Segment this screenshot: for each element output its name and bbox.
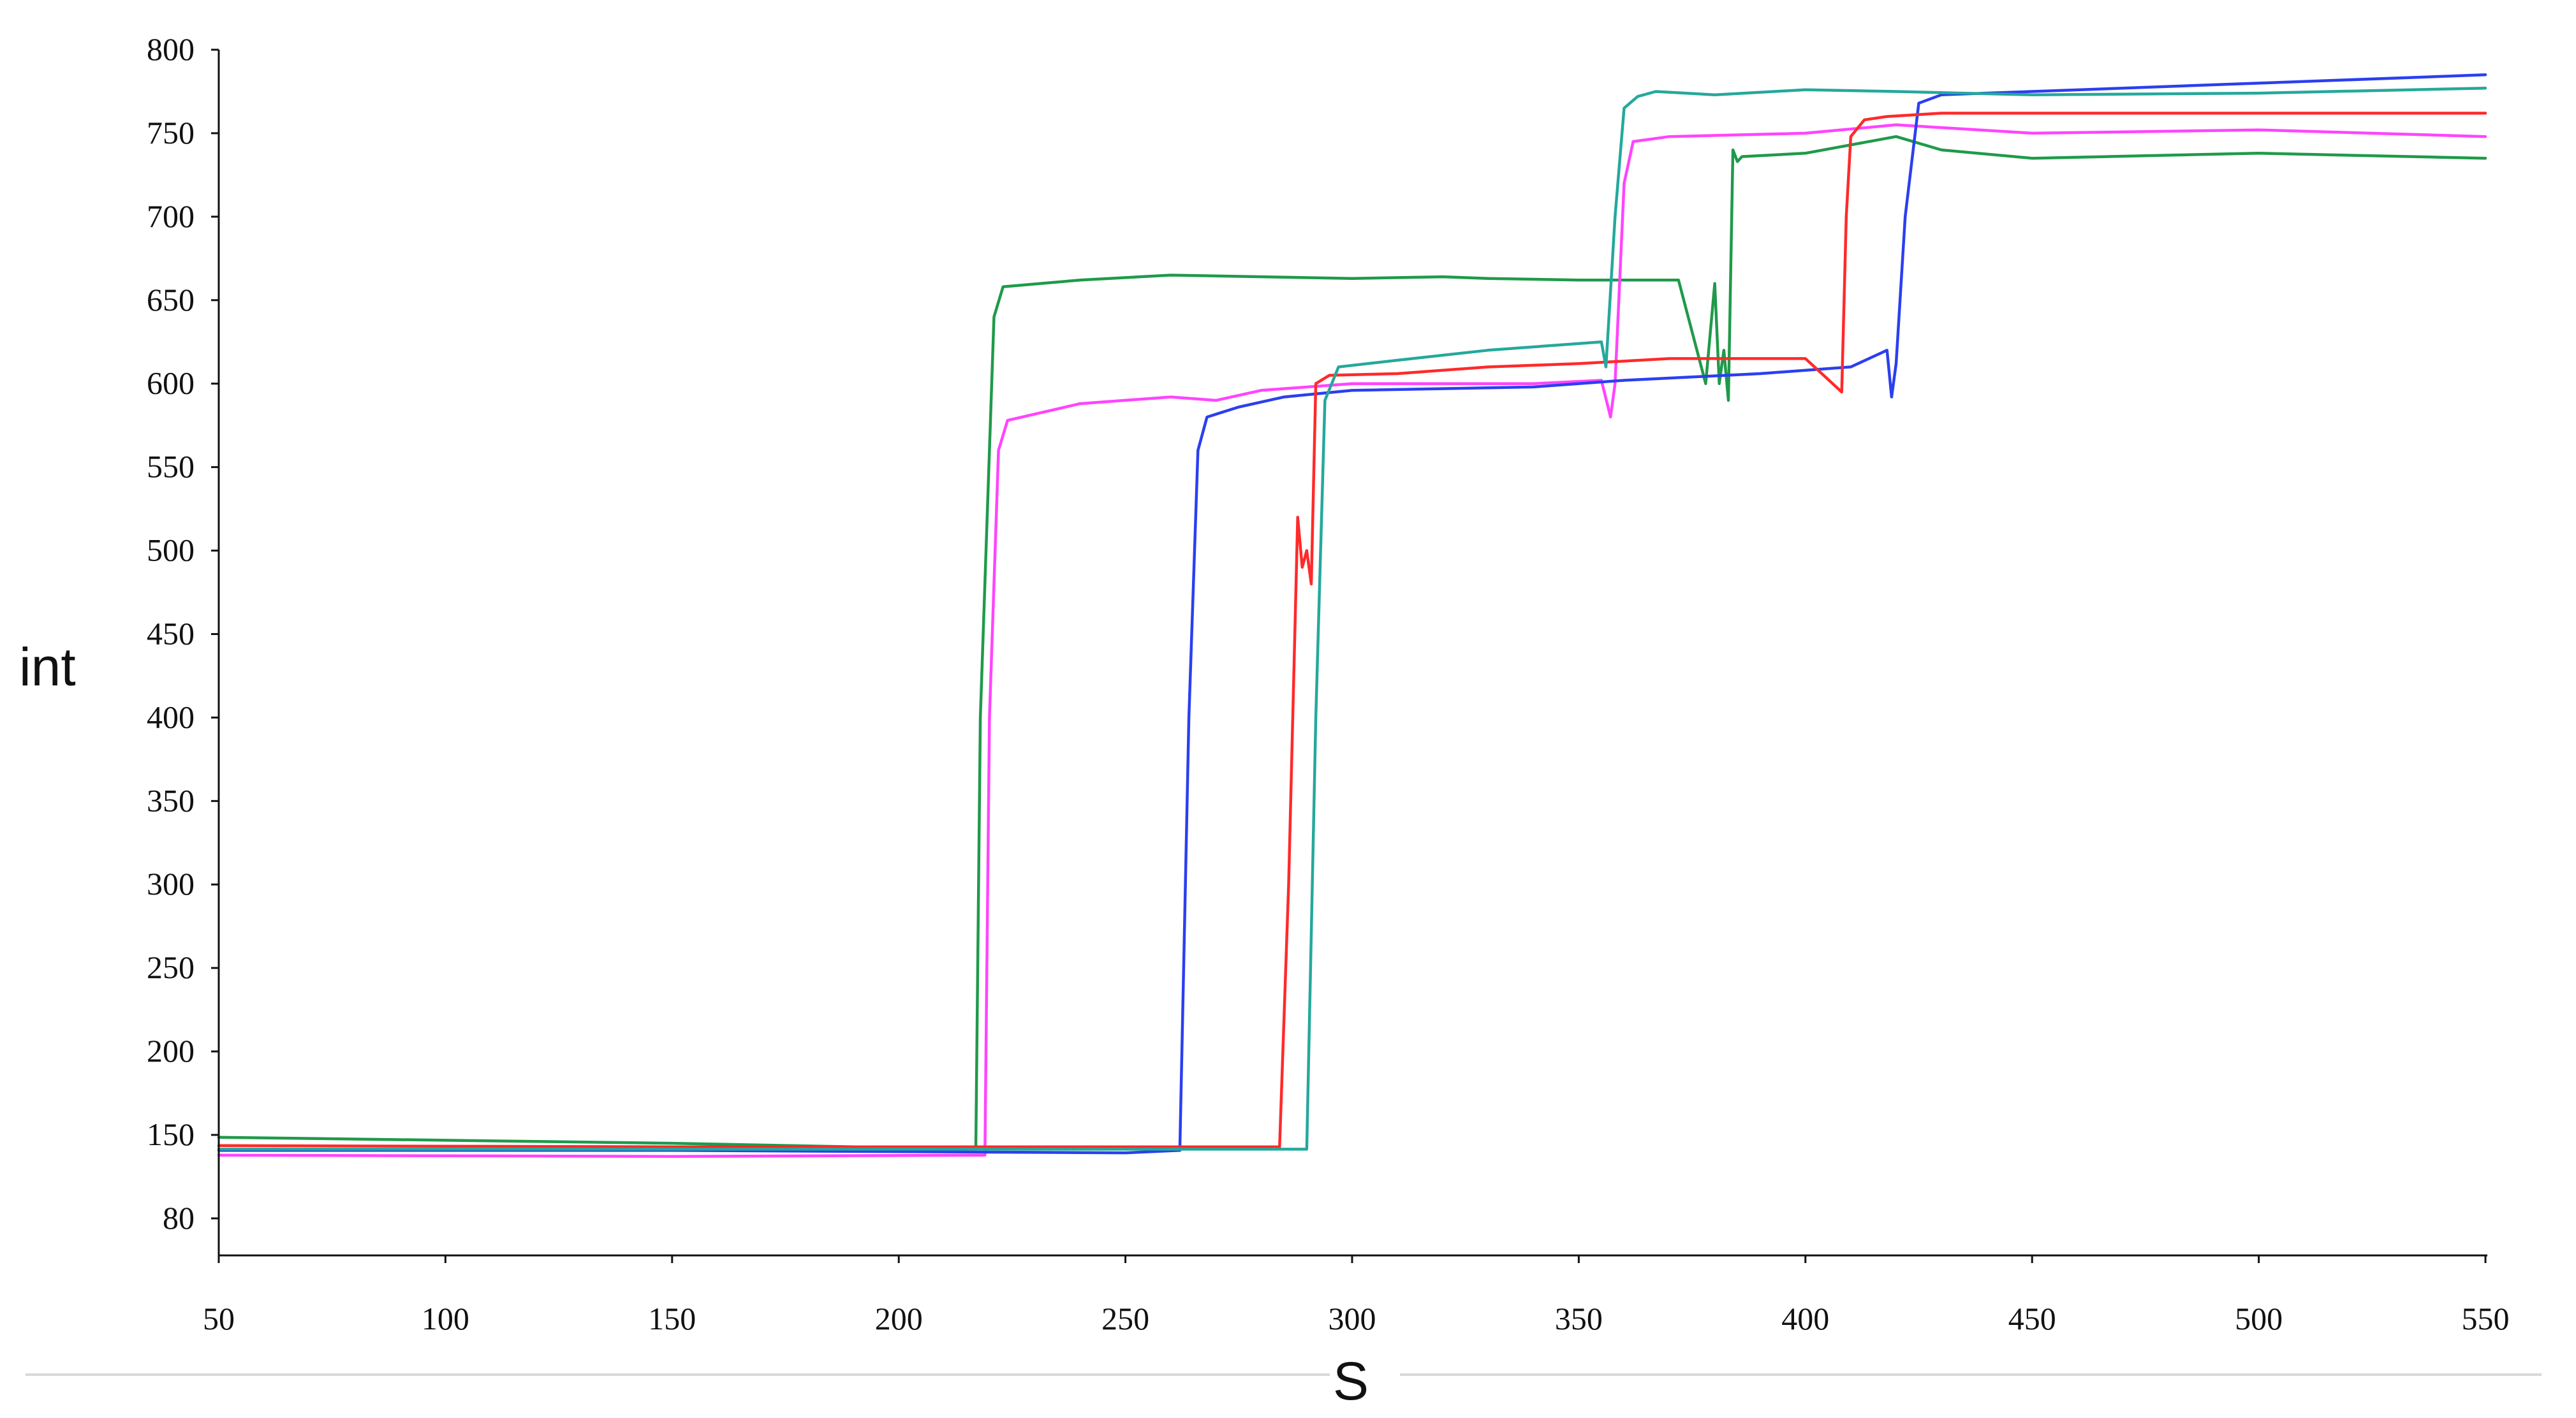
x-tick-label: 150 [648, 1301, 696, 1336]
y-tick-label: 400 [147, 699, 195, 735]
x-axis-ticks: 50 100 150 200 250 300 350 400 450 500 550 [203, 1255, 2510, 1336]
y-tick-label: 150 [147, 1116, 195, 1152]
y-tick-label: 750 [147, 115, 195, 150]
x-tick-label: 300 [1328, 1301, 1376, 1336]
x-tick-label: 400 [1781, 1301, 1829, 1336]
y-axis-label: int [19, 637, 76, 697]
x-axis-label: S [1333, 1351, 1369, 1411]
y-tick-label: 700 [147, 198, 195, 234]
series-line-4 [217, 112, 2487, 1148]
x-tick-label: 550 [2462, 1301, 2510, 1336]
series-layer [217, 73, 2487, 1158]
y-tick-label: 450 [147, 615, 195, 651]
x-tick-label: 100 [422, 1301, 469, 1336]
series-line-1 [217, 135, 2487, 1151]
series-line-5 [217, 86, 2487, 1151]
y-tick-label: 500 [147, 532, 195, 568]
y-tick-label: 350 [147, 782, 195, 818]
y-axis-ticks: 80 150 200 250 300 350 400 450 500 550 600 650 700 75… [147, 31, 219, 1236]
y-tick-label: 650 [147, 282, 195, 318]
x-tick-label: 250 [1101, 1301, 1149, 1336]
x-tick-label: 200 [875, 1301, 923, 1336]
y-tick-label: 800 [147, 31, 195, 67]
x-tick-label: 450 [2008, 1301, 2056, 1336]
y-tick-label: 550 [147, 449, 195, 485]
y-tick-label: 300 [147, 866, 195, 902]
x-tick-label: 50 [203, 1301, 235, 1336]
x-tick-label: 500 [2235, 1301, 2283, 1336]
x-tick-label: 350 [1555, 1301, 1603, 1336]
series-line-2 [217, 123, 2487, 1158]
y-tick-label: 80 [163, 1200, 195, 1236]
y-tick-label: 200 [147, 1033, 195, 1069]
y-tick-label: 250 [147, 949, 195, 985]
y-tick-label: 600 [147, 365, 195, 401]
series-line-3 [217, 73, 2487, 1155]
